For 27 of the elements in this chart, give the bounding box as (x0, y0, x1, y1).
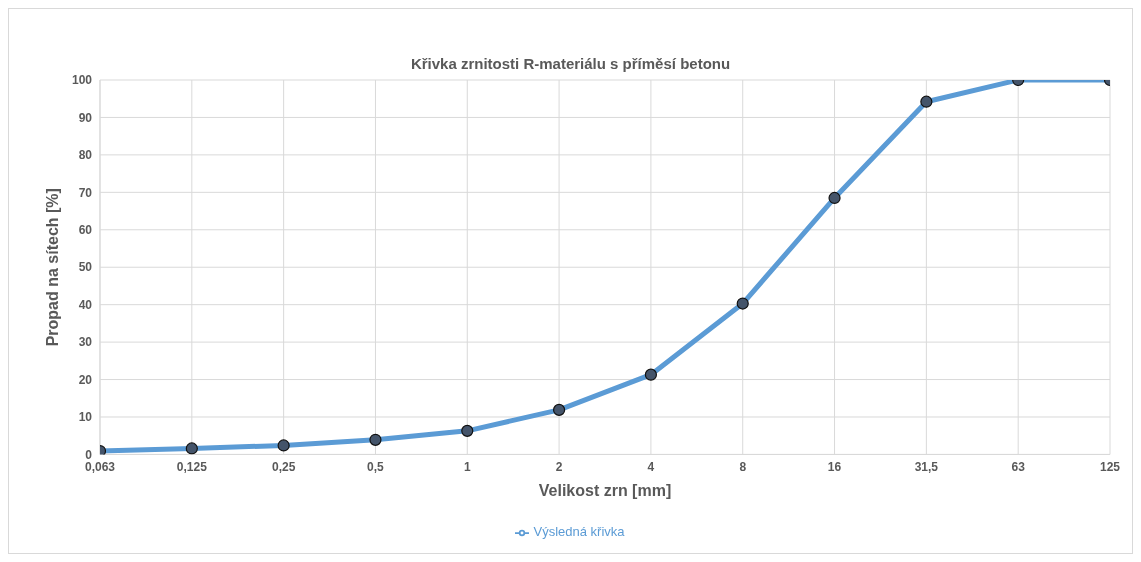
y-tick-label: 50 (78, 260, 93, 275)
y-tick-label: 60 (78, 223, 93, 238)
x-tick-label: 31,5 (914, 459, 939, 474)
x-tick-label: 4 (647, 459, 655, 474)
chart-title: Křivka zrnitosti R-materiálu s příměsí betonu (409, 55, 732, 72)
x-tick-label: 16 (827, 459, 842, 474)
y-tick-label: 100 (71, 73, 93, 88)
y-tick-label: 10 (78, 410, 93, 425)
y-axis-title: Propad na sítech [%] (43, 188, 61, 347)
x-tick-label: 125 (1099, 459, 1121, 474)
x-tick-label: 0,25 (271, 459, 296, 474)
x-tick-label: 8 (739, 459, 747, 474)
y-tick-label: 80 (78, 148, 93, 163)
y-tick-label: 0 (85, 447, 93, 462)
y-tick-label: 20 (78, 372, 93, 387)
y-tick-label: 30 (78, 335, 93, 350)
y-tick-label: 70 (78, 185, 93, 200)
x-tick-label: 0,063 (84, 459, 116, 474)
x-tick-label: 0,125 (176, 459, 208, 474)
legend-label: Výsledná křivka (533, 524, 625, 540)
y-tick-label: 90 (78, 110, 93, 125)
x-tick-label: 0,5 (367, 459, 385, 474)
x-tick-label: 2 (555, 459, 563, 474)
x-tick-label: 63 (1011, 459, 1026, 474)
x-tick-label: 1 (463, 459, 471, 474)
y-tick-label: 40 (78, 297, 93, 312)
x-axis-title: Velikost zrn [mm] (538, 482, 672, 500)
